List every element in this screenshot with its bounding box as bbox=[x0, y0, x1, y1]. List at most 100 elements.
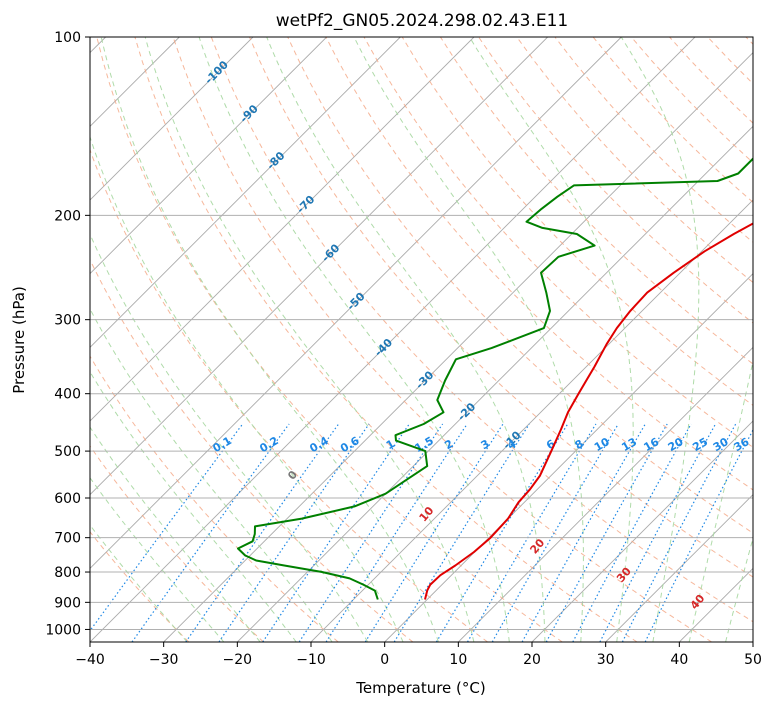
mixing-ratio-line bbox=[621, 423, 737, 642]
x-tick-label: 50 bbox=[744, 652, 762, 668]
x-axis-title: Temperature (°C) bbox=[355, 679, 485, 697]
dry-adiabat-line bbox=[90, 531, 190, 642]
y-tick-label: 800 bbox=[54, 565, 81, 581]
moist-adiabat-line bbox=[688, 358, 753, 642]
dry-adiabat-line bbox=[325, 37, 753, 491]
moist-adiabat-line bbox=[90, 232, 369, 642]
isotherm-line bbox=[605, 494, 753, 642]
y-tick-label: 500 bbox=[54, 444, 81, 460]
moist-adiabat-line bbox=[144, 37, 475, 642]
isotherm-label: -60 bbox=[319, 241, 342, 264]
isotherm-line bbox=[90, 37, 327, 275]
moist-adiabat-line bbox=[90, 308, 333, 642]
isotherm-label: -80 bbox=[264, 149, 287, 172]
mixing-ratio-label: 2 bbox=[442, 437, 455, 452]
dry-adiabat-line bbox=[287, 37, 753, 534]
moist-adiabat-line bbox=[90, 426, 261, 642]
isotherm-label: -100 bbox=[202, 58, 231, 87]
moist-adiabat-line bbox=[90, 370, 297, 642]
y-tick-label: 300 bbox=[54, 313, 81, 329]
isotherm-label: -90 bbox=[237, 102, 260, 125]
mixing-ratio-line bbox=[572, 423, 692, 642]
isotherm-line bbox=[237, 125, 753, 642]
x-tick-label: 40 bbox=[670, 652, 688, 668]
y-tick-label: 900 bbox=[54, 595, 81, 611]
background-lines bbox=[90, 37, 753, 642]
isotherm-line bbox=[679, 567, 753, 642]
moist-adiabat-line bbox=[90, 135, 404, 642]
mixing-ratio-line bbox=[364, 423, 504, 642]
x-tick-label: −30 bbox=[149, 652, 179, 668]
y-tick-label: 600 bbox=[54, 491, 81, 507]
plot-frame bbox=[89, 36, 754, 643]
dewpoint-profile bbox=[237, 157, 753, 600]
dry-adiabat-line bbox=[554, 37, 753, 243]
mixing-ratio-line bbox=[298, 423, 444, 642]
chart-title: wetPf2_GN05.2024.298.02.43.E11 bbox=[276, 11, 568, 31]
x-tick-label: −40 bbox=[75, 652, 105, 668]
isotherm-line bbox=[163, 52, 753, 642]
dry-adiabat-line bbox=[90, 445, 264, 642]
x-tick-label: 10 bbox=[449, 652, 467, 668]
isotherm-line bbox=[90, 37, 548, 496]
dry-adiabat-line bbox=[669, 37, 753, 124]
isotherm-line bbox=[531, 420, 753, 642]
isotherm-label: -70 bbox=[294, 193, 317, 216]
mixing-ratio-line bbox=[218, 423, 370, 642]
x-axis: −40 −30 −20 −10 0 10 20 30 40 50 bbox=[75, 642, 762, 668]
isotherm-line bbox=[458, 346, 753, 642]
x-tick-label: −10 bbox=[296, 652, 326, 668]
dry-adiabat-line bbox=[90, 355, 339, 642]
mixing-ratio-line bbox=[435, 423, 569, 642]
y-axis-title: Pressure (hPa) bbox=[10, 286, 28, 394]
isotherm-line bbox=[90, 37, 475, 422]
dry-adiabat-line bbox=[439, 37, 753, 365]
profiles bbox=[237, 157, 753, 600]
mixing-ratio-label: 0.4 bbox=[307, 434, 331, 455]
dry-adiabat-line bbox=[707, 37, 753, 85]
isotherm-line bbox=[752, 641, 753, 642]
moist-adiabat-label: 40 bbox=[688, 592, 708, 612]
mixing-ratio-line bbox=[90, 423, 244, 632]
dry-adiabat-line bbox=[745, 37, 753, 45]
isotherm-label: -50 bbox=[344, 290, 367, 313]
dry-adiabat-line bbox=[401, 37, 753, 406]
line-labels: -100-90-80-70-60-50-40-30-20-100.1 0.2 0.4… bbox=[202, 58, 751, 612]
dry-adiabat-line bbox=[249, 37, 753, 578]
isotherm-line bbox=[90, 37, 696, 642]
dry-adiabat-line bbox=[210, 37, 753, 623]
mixing-ratio-line bbox=[262, 423, 410, 642]
y-tick-label: 200 bbox=[54, 208, 81, 224]
isotherm-line bbox=[310, 199, 753, 642]
dry-adiabat-line bbox=[516, 37, 753, 284]
isotherm-label: -20 bbox=[455, 400, 478, 423]
moist-adiabat-label: 20 bbox=[528, 536, 548, 556]
isotherm-line bbox=[90, 37, 622, 569]
moist-adiabat-line bbox=[353, 37, 584, 642]
moist-adiabat-line bbox=[725, 536, 753, 642]
mixing-ratio-line bbox=[545, 423, 668, 642]
pressure-gridlines bbox=[90, 37, 753, 630]
isotherm-label: -30 bbox=[413, 368, 436, 391]
mixing-ratio-line bbox=[644, 428, 753, 642]
isotherm-line bbox=[90, 37, 254, 201]
dry-adiabat-line bbox=[134, 37, 638, 642]
mixing-ratio-line bbox=[466, 423, 597, 642]
y-axis: 100 200 300 400 500 600 700 800 900 1000 bbox=[45, 30, 90, 638]
mixing-ratio-line bbox=[393, 423, 530, 642]
y-tick-label: 400 bbox=[54, 387, 81, 403]
x-tick-label: −20 bbox=[223, 652, 253, 668]
moist-adiabat-line bbox=[620, 37, 700, 642]
dry-adiabat-line bbox=[592, 37, 753, 203]
y-tick-label: 100 bbox=[54, 30, 81, 46]
y-tick-label: 700 bbox=[54, 531, 81, 547]
moist-adiabat-label: 30 bbox=[614, 565, 634, 585]
isotherm-label: -40 bbox=[372, 336, 395, 359]
x-tick-label: 0 bbox=[380, 652, 389, 668]
mixing-ratio-label: 0.6 bbox=[338, 434, 362, 455]
y-tick-label: 1000 bbox=[45, 622, 81, 638]
x-tick-label: 20 bbox=[523, 652, 541, 668]
dry-adiabat-line bbox=[172, 37, 712, 642]
temperature-profile bbox=[424, 222, 753, 600]
moist-adiabat-label: 10 bbox=[417, 504, 437, 524]
